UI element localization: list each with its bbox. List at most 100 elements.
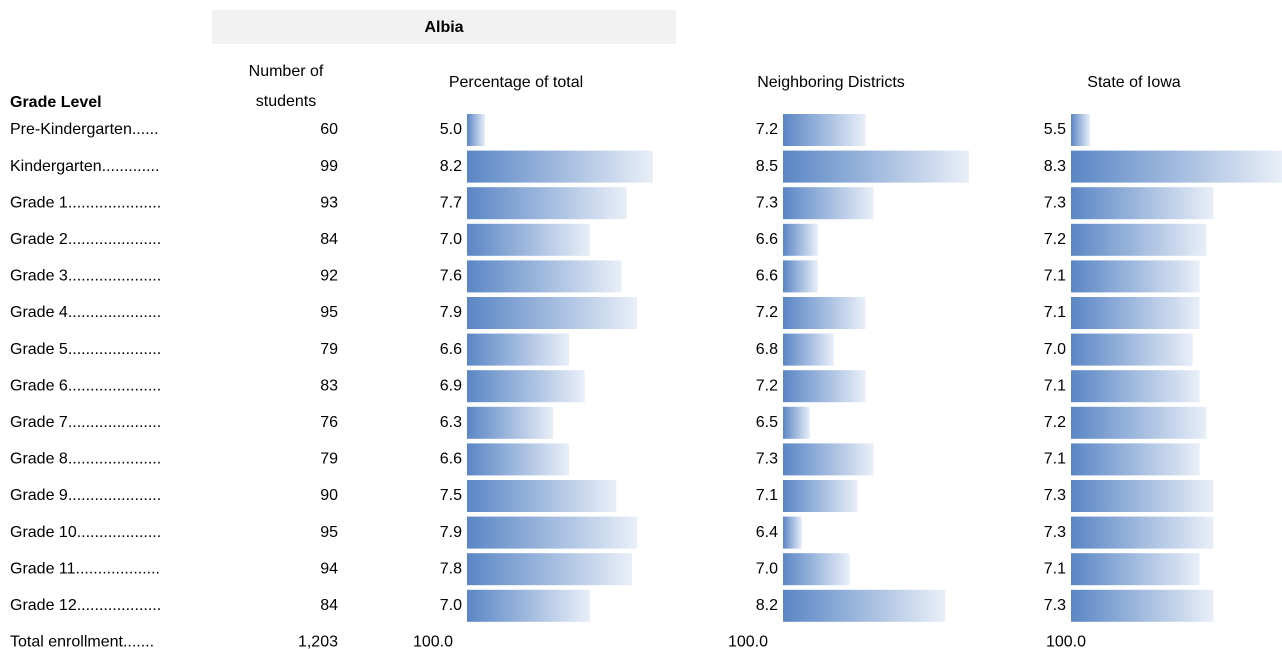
state-value: 8.3 <box>1044 158 1066 175</box>
neighboring-bar <box>783 333 834 366</box>
percentage-value: 7.0 <box>440 231 462 248</box>
state-total: 100.0 <box>1046 634 1086 649</box>
percentage-value: 7.9 <box>440 304 462 321</box>
percentage-value: 7.0 <box>440 597 462 614</box>
students-value: 94 <box>320 560 338 577</box>
percentage-value: 7.7 <box>440 194 462 211</box>
state-value: 7.3 <box>1044 194 1066 211</box>
percentage-value: 6.9 <box>440 377 462 394</box>
neighboring-bar <box>783 516 802 549</box>
grade-label: Grade 7..................... <box>10 414 161 431</box>
state-value: 7.3 <box>1044 597 1066 614</box>
percentage-bar <box>467 480 617 512</box>
neighboring-bar <box>783 443 874 476</box>
students-value: 76 <box>320 414 338 431</box>
students-value: 84 <box>320 231 338 248</box>
state-bar <box>1071 333 1193 366</box>
grade-label: Grade 6..................... <box>10 377 161 394</box>
neighboring-value: 7.1 <box>756 487 778 504</box>
grade-label: Grade 9..................... <box>10 487 161 504</box>
neighboring-bar <box>783 553 850 586</box>
students-total: 1,203 <box>298 634 338 649</box>
percentage-header: Percentage of total <box>449 74 583 91</box>
students-value: 84 <box>320 597 338 614</box>
neighboring-value: 7.0 <box>756 560 778 577</box>
percentage-bar <box>467 187 627 220</box>
neighboring-value: 7.3 <box>756 451 778 468</box>
students-value: 93 <box>320 194 338 211</box>
students-value: 60 <box>320 121 338 138</box>
grade-label: Grade 2..................... <box>10 231 161 248</box>
state-value: 7.1 <box>1044 560 1066 577</box>
total-label: Total enrollment....... <box>10 634 154 649</box>
state-bar <box>1071 516 1214 549</box>
state-bar <box>1071 480 1214 512</box>
percentage-bar <box>467 443 569 476</box>
neighboring-bar <box>783 260 818 293</box>
neighboring-bar <box>783 187 874 220</box>
state-value: 7.3 <box>1044 487 1066 504</box>
students-value: 99 <box>320 158 338 175</box>
students-value: 79 <box>320 341 338 358</box>
state-bar <box>1071 406 1207 439</box>
neighboring-bar <box>783 480 858 512</box>
students-header: Number of <box>249 63 324 80</box>
state-header: State of Iowa <box>1087 74 1180 91</box>
group-header-bg <box>212 10 676 44</box>
state-value: 7.1 <box>1044 304 1066 321</box>
state-bar <box>1071 370 1200 403</box>
grade-label: Grade 11................... <box>10 560 160 577</box>
state-value: 7.1 <box>1044 377 1066 394</box>
neighboring-value: 8.5 <box>756 158 778 175</box>
percentage-value: 7.9 <box>440 524 462 541</box>
neighboring-value: 8.2 <box>756 597 778 614</box>
grade-label: Grade 1..................... <box>10 194 161 211</box>
grade-label: Pre-Kindergarten...... <box>10 121 159 138</box>
neighboring-value: 6.5 <box>756 414 778 431</box>
percentage-value: 7.8 <box>440 560 462 577</box>
percentage-value: 7.6 <box>440 268 462 285</box>
state-bar <box>1071 150 1282 183</box>
state-value: 7.3 <box>1044 524 1066 541</box>
students-value: 92 <box>320 268 338 285</box>
state-bar <box>1071 260 1200 293</box>
neighboring-bar <box>783 223 818 256</box>
percentage-bar <box>467 370 585 403</box>
neighboring-value: 7.2 <box>756 304 778 321</box>
students-value: 95 <box>320 304 338 321</box>
grade-label: Grade 12................... <box>10 597 161 614</box>
neighboring-total: 100.0 <box>728 634 768 649</box>
state-bar <box>1071 114 1090 146</box>
neighboring-bar <box>783 150 969 183</box>
state-value: 7.2 <box>1044 414 1066 431</box>
students-value: 90 <box>320 487 338 504</box>
neighboring-bar <box>783 370 866 403</box>
neighboring-value: 7.2 <box>756 377 778 394</box>
state-value: 7.1 <box>1044 268 1066 285</box>
neighboring-value: 7.2 <box>756 121 778 138</box>
percentage-bar <box>467 333 569 366</box>
grade-level-header: Grade Level <box>10 94 102 111</box>
percentage-bar <box>467 297 638 329</box>
percentage-bar <box>467 150 653 183</box>
percentage-bar <box>467 589 590 622</box>
percentage-bar <box>467 114 485 146</box>
state-bar <box>1071 223 1207 256</box>
percentage-bar <box>467 223 590 256</box>
state-bar <box>1071 553 1200 586</box>
state-bar <box>1071 187 1214 220</box>
students-value: 83 <box>320 377 338 394</box>
percentage-value: 8.2 <box>440 158 462 175</box>
neighboring-value: 6.6 <box>756 231 778 248</box>
grade-label: Grade 3..................... <box>10 268 161 285</box>
state-bar <box>1071 443 1200 476</box>
students-header: students <box>256 93 316 110</box>
neighboring-value: 6.4 <box>756 524 778 541</box>
percentage-value: 6.6 <box>440 341 462 358</box>
neighboring-bar <box>783 589 946 622</box>
percentage-value: 5.0 <box>440 121 462 138</box>
grade-label: Grade 5..................... <box>10 341 161 358</box>
neighboring-value: 7.3 <box>756 194 778 211</box>
